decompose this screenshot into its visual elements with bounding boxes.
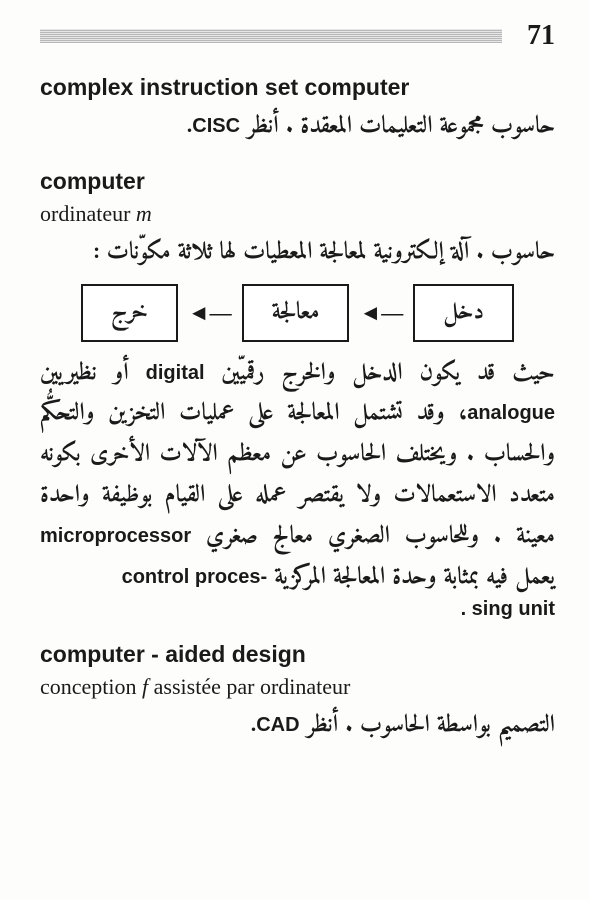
fr-word: ordinateur (40, 201, 130, 226)
page-header: 71 (40, 20, 555, 52)
fr-gender: m (136, 201, 152, 226)
fr-tail: assistée par ordinateur (154, 674, 351, 699)
definition-body: حيث قد يكون الدخل والخرج رقميّين digital… (40, 354, 555, 599)
entry-computer: computer ordinateur m حاسوب . آلة إلكترو… (40, 168, 555, 622)
page-number: 71 (527, 20, 555, 52)
term-digital: digital (146, 362, 205, 384)
term-analogue: analogue (467, 402, 555, 424)
ar-text: حيث قد يكون الدخل والخرج رقميّين (221, 353, 555, 395)
header-rule (40, 29, 502, 43)
headword-fr: conception f assistée par ordinateur (40, 674, 555, 700)
ar-text: حاسوب مجموعة التعليمات المعقدة . أنظر (247, 106, 555, 148)
headword-en: complex instruction set computer (40, 74, 555, 101)
xref-cisc: CISC (192, 115, 240, 137)
fr-word: conception (40, 674, 137, 699)
box-output: خرج (81, 284, 178, 342)
box-input: دخل (413, 284, 514, 342)
term-cpu-head: control proces- (122, 566, 268, 588)
ar-text: التصميم بواسطة الحاسوب . أنظر (307, 705, 555, 747)
term-microprocessor: microprocessor (40, 525, 191, 547)
box-processing: معالجة (242, 284, 350, 342)
dictionary-page: 71 complex instruction set computer حاسو… (0, 0, 590, 787)
definition-intro: حاسوب . آلة إلكترونية لمعالجة المعطيات ل… (40, 233, 555, 274)
definition-ar: التصميم بواسطة الحاسوب . أنظر CAD. (40, 706, 555, 747)
entry-cisc: complex instruction set computer حاسوب م… (40, 74, 555, 148)
headword-en: computer - aided design (40, 641, 555, 668)
fr-gender: f (142, 674, 148, 699)
headword-fr: ordinateur m (40, 201, 555, 227)
xref-cad: CAD (256, 714, 299, 736)
entry-cad: computer - aided design conception f ass… (40, 641, 555, 747)
term-cpu-tail: . sing unit (40, 598, 555, 621)
ar-text: يعمل فيه بمثابة وحدة المعالجة المركزية (274, 557, 555, 599)
arrow-icon: ◄— (178, 300, 242, 326)
ar-text: أو نظيريين (40, 353, 129, 395)
arrow-icon: ◄— (349, 300, 413, 326)
headword-en: computer (40, 168, 555, 195)
io-diagram: دخل ◄— معالجة ◄— خرج (40, 284, 555, 342)
definition-ar: حاسوب مجموعة التعليمات المعقدة . أنظر CI… (40, 107, 555, 148)
